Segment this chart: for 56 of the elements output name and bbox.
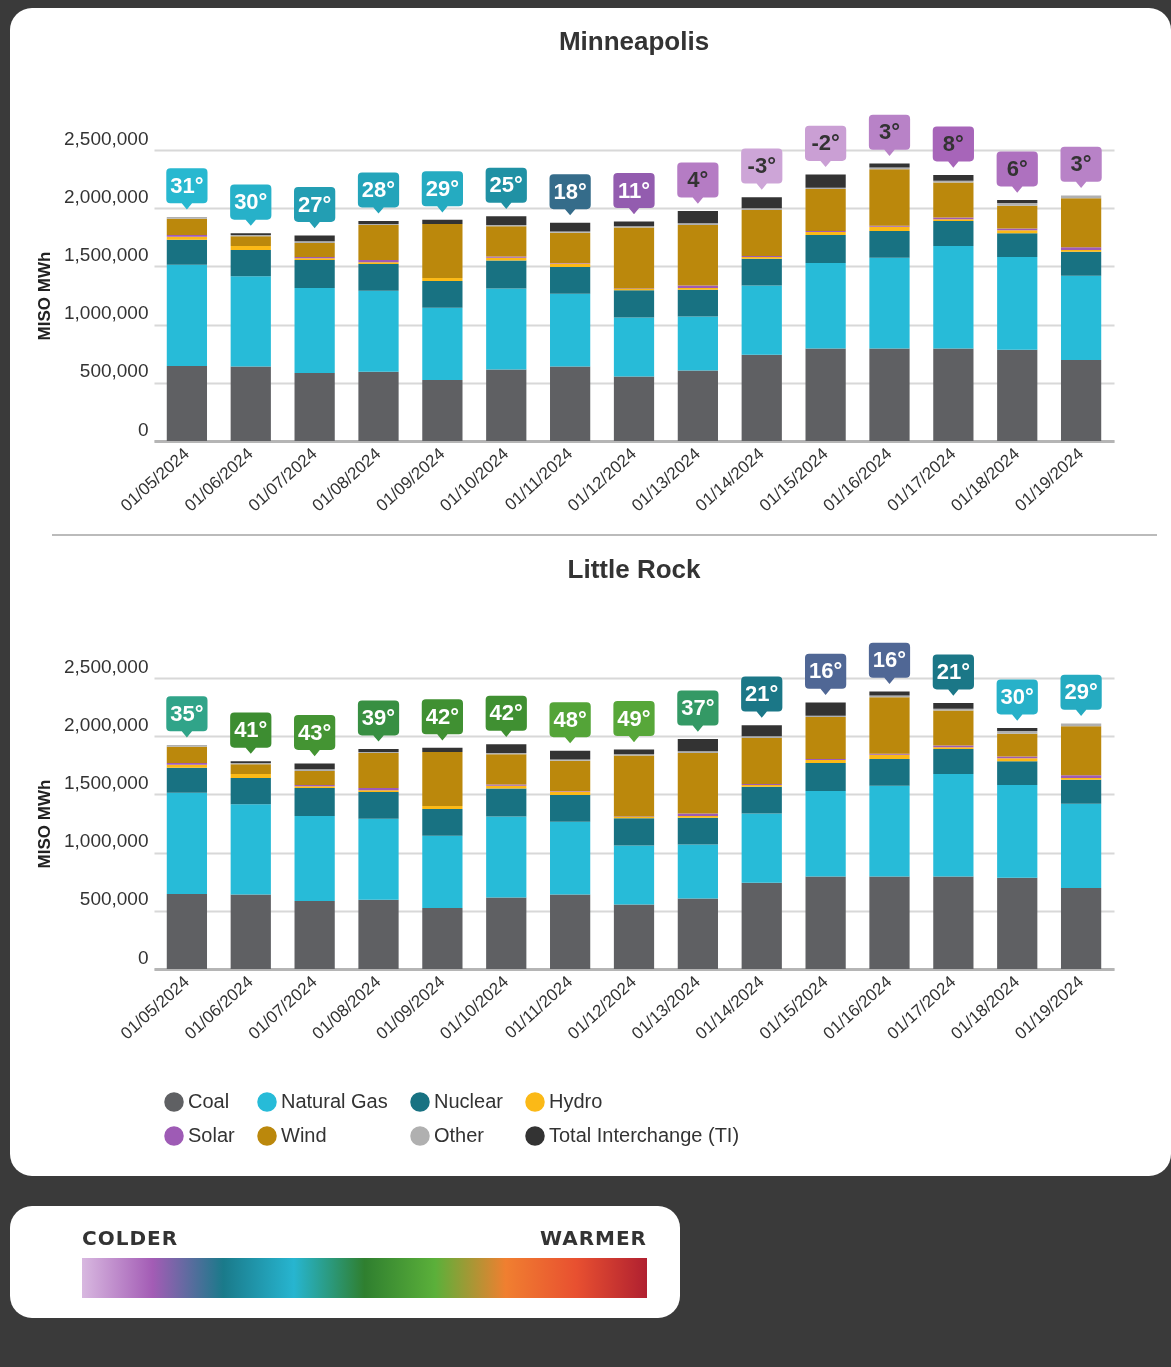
y-axis-title: MISO MWh <box>34 251 54 341</box>
y-tick-label: 2,000,000 <box>63 185 149 207</box>
annotation: 4° <box>687 167 709 193</box>
y-tick-label: 1,500,000 <box>63 243 149 265</box>
legend-label: Other <box>434 1124 485 1146</box>
annotation: -3° <box>747 153 776 179</box>
text: WARMER <box>539 1226 647 1250</box>
annotation: 49° <box>617 705 651 731</box>
annotation: 3° <box>1070 151 1092 177</box>
annotation: 43° <box>298 719 332 745</box>
annotation: 6° <box>1006 156 1028 182</box>
legend-label: Total Interchange (TI) <box>549 1124 740 1146</box>
annotation: 39° <box>361 705 396 730</box>
y-tick-label: 2,000,000 <box>63 713 149 735</box>
annotation: 30° <box>234 189 268 215</box>
text: 16° <box>872 647 907 673</box>
annotation: 31° <box>170 172 204 198</box>
chart-title: Little Rock <box>567 553 701 584</box>
annotation: 42° <box>489 700 523 726</box>
legend-label: Solar <box>188 1124 236 1146</box>
y-tick-label: 1,000,000 <box>63 302 149 324</box>
y-axis-title: MISO MWh <box>34 779 54 869</box>
y-tick-label: 1,000,000 <box>63 830 149 852</box>
y-tick-label: 2,500,000 <box>63 655 149 677</box>
annotation: 30° <box>1000 684 1034 710</box>
annotation: 27° <box>298 191 332 217</box>
annotation: 37° <box>681 695 715 721</box>
text: 3° <box>878 119 901 145</box>
annotation: 8° <box>942 131 964 157</box>
annotation: 21° <box>745 681 779 707</box>
y-tick-label: 500,000 <box>79 888 149 910</box>
y-tick-label: 0 <box>137 946 149 968</box>
annotation: 42° <box>425 703 460 729</box>
annotation: 41° <box>234 717 268 743</box>
annotation: 21° <box>936 659 970 685</box>
annotation: 18° <box>553 178 587 204</box>
annotation: -2° <box>811 130 840 156</box>
legend-label: Coal <box>188 1090 230 1112</box>
annotation: 35° <box>170 700 204 726</box>
text: COLDER <box>82 1226 179 1250</box>
legend-label: Hydro <box>549 1090 603 1112</box>
annotation: 25° <box>489 172 523 198</box>
annotation: 28° <box>361 177 396 202</box>
legend-label: Wind <box>281 1124 327 1146</box>
annotation: 29° <box>1064 679 1098 705</box>
chart-title: Minneapolis <box>558 25 710 56</box>
y-tick-label: 2,500,000 <box>63 127 149 149</box>
annotation: 48° <box>553 706 587 732</box>
y-tick-label: 500,000 <box>79 360 149 382</box>
y-tick-label: 1,500,000 <box>63 771 149 793</box>
legend-label: Natural Gas <box>281 1090 388 1112</box>
annotation: 16° <box>808 658 843 684</box>
annotation: 29° <box>425 175 460 201</box>
legend-label: Nuclear <box>434 1090 504 1112</box>
y-tick-label: 0 <box>137 418 149 440</box>
annotation: 11° <box>617 177 651 203</box>
